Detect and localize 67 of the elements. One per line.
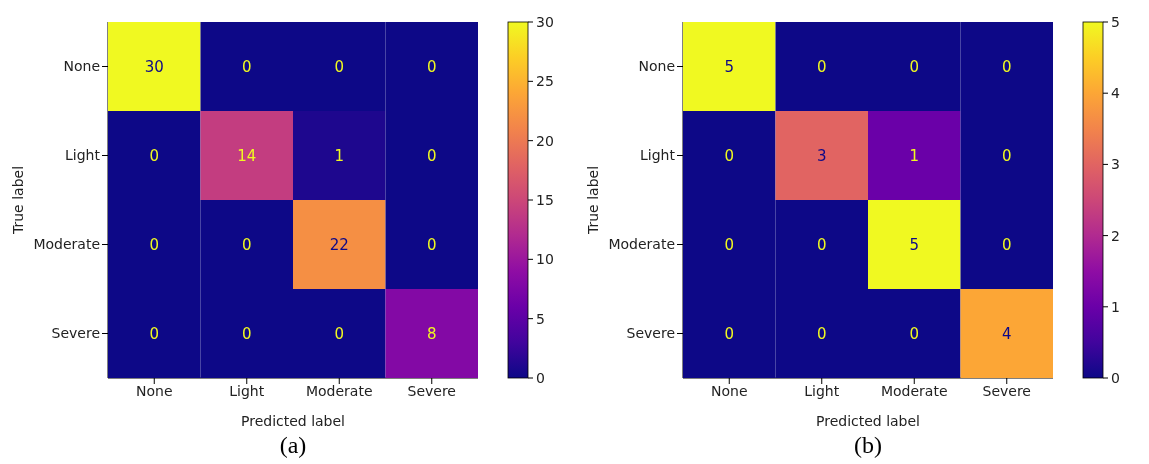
color-bar-label: 2 [1111,227,1120,244]
y-axis-title: True label [584,165,601,236]
color-bar-label: 25 [536,73,554,90]
x-tick-label: Moderate [880,382,948,399]
data-label: 0 [426,146,437,165]
color-bar-label: 0 [536,370,545,386]
data-label: 0 [426,235,437,254]
x-tick-label: Light [804,382,840,399]
y-tick-label: Severe [626,325,675,342]
y-tick-label: Moderate [33,236,100,253]
x-tick-label: Severe [982,382,1031,399]
data-label: 0 [241,57,252,76]
y-tick-label: None [638,58,675,75]
color-bar-label: 4 [1111,85,1120,102]
data-label: 4 [1001,324,1012,343]
color-bar-label: 5 [536,310,545,327]
color-bar-label: 15 [536,192,554,208]
data-label: 5 [909,235,920,254]
data-label: 0 [909,57,920,76]
color-bar-label: 5 [1111,14,1120,30]
color-bar-label: 10 [536,251,554,268]
data-label: 0 [724,146,735,165]
x-tick-label: Severe [407,382,456,399]
data-label: 1 [909,146,920,165]
data-label: 0 [816,235,827,254]
data-label: 0 [149,146,160,165]
color-bar-label: 0 [1111,370,1120,386]
color-bar-label: 20 [536,132,554,149]
data-label: 0 [426,57,437,76]
data-label: 3 [816,146,827,165]
data-label: 0 [334,324,345,343]
data-label: 0 [149,324,160,343]
data-label: 0 [1001,235,1012,254]
data-label: 0 [724,324,735,343]
color-bar-label: 30 [536,14,554,30]
data-label: 0 [1001,57,1012,76]
color-bar-label: 1 [1111,298,1120,315]
data-label: 0 [816,57,827,76]
x-tick-label: Light [229,382,265,399]
data-label: 1 [334,146,345,165]
data-label: 0 [1001,146,1012,165]
data-label: 0 [724,235,735,254]
y-axis-title: True label [9,165,26,236]
text: (b) [853,432,883,459]
y-tick-label: None [63,58,100,75]
x-tick-label: None [710,382,748,399]
data-label: 0 [241,324,252,343]
data-label: 0 [241,235,252,254]
color-bar-label: 3 [1111,156,1120,173]
data-label: 30 [144,57,164,76]
y-tick-label: Severe [51,325,100,342]
data-label: 0 [334,57,345,76]
data-label: 5 [724,57,735,76]
x-tick-label: None [135,382,173,399]
text: (a) [278,432,308,459]
y-tick-label: Light [65,147,101,164]
data-label: 22 [329,235,349,254]
data-label: 0 [816,324,827,343]
data-label: 14 [237,146,257,165]
data-label: 0 [149,235,160,254]
data-label: 0 [909,324,920,343]
x-tick-label: Moderate [305,382,373,399]
x-axis-title: Predicted label [815,413,921,429]
y-tick-label: Light [640,147,676,164]
y-tick-label: Moderate [608,236,675,253]
data-label: 8 [426,324,437,343]
x-axis-title: Predicted label [240,413,346,429]
